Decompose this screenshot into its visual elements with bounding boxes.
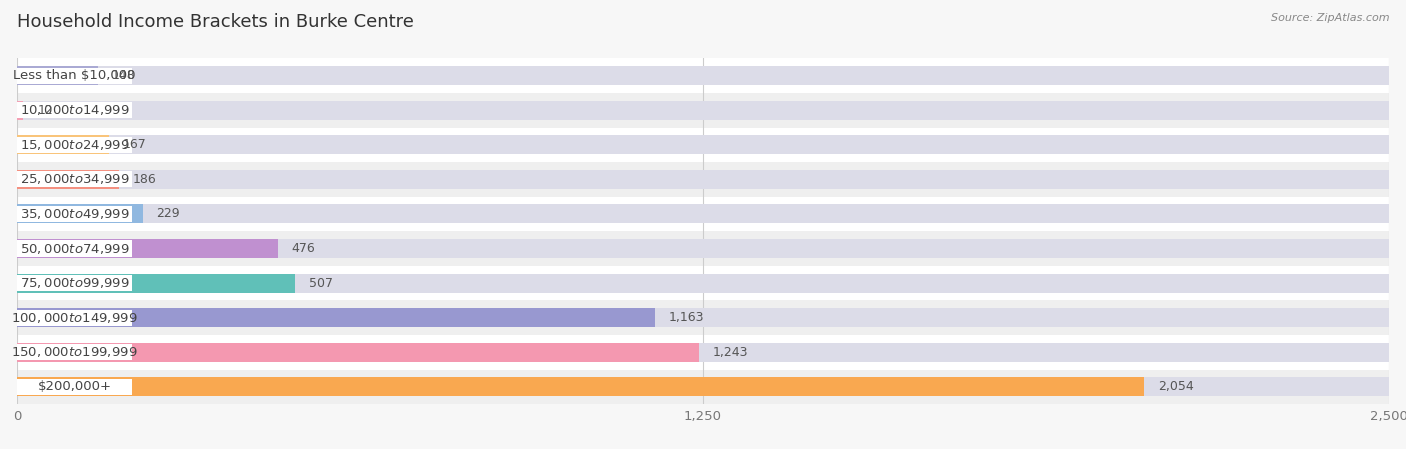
Text: 1,163: 1,163 xyxy=(669,311,704,324)
Text: 186: 186 xyxy=(132,173,156,186)
Bar xyxy=(17,204,1389,224)
Bar xyxy=(17,273,1389,293)
Bar xyxy=(17,137,132,153)
Bar xyxy=(17,102,132,118)
Text: 1,243: 1,243 xyxy=(713,346,748,359)
Text: $25,000 to $34,999: $25,000 to $34,999 xyxy=(20,172,129,186)
Text: $10,000 to $14,999: $10,000 to $14,999 xyxy=(20,103,129,117)
Text: 148: 148 xyxy=(112,69,135,82)
Bar xyxy=(17,68,132,84)
Text: 2,054: 2,054 xyxy=(1159,380,1194,393)
Bar xyxy=(17,343,699,362)
Bar xyxy=(17,344,132,360)
Bar xyxy=(17,308,655,327)
Bar xyxy=(17,172,132,187)
Bar xyxy=(17,310,132,326)
Text: 167: 167 xyxy=(122,138,146,151)
Bar xyxy=(17,343,1389,362)
Bar xyxy=(17,377,1144,396)
Bar xyxy=(17,66,1389,85)
Bar xyxy=(17,308,1389,327)
Bar xyxy=(17,128,1389,162)
Bar xyxy=(17,206,132,222)
Bar xyxy=(17,231,1389,266)
Text: Source: ZipAtlas.com: Source: ZipAtlas.com xyxy=(1271,13,1389,23)
Text: Less than $10,000: Less than $10,000 xyxy=(13,69,136,82)
Text: 12: 12 xyxy=(37,104,53,117)
Text: $15,000 to $24,999: $15,000 to $24,999 xyxy=(20,138,129,152)
Bar xyxy=(17,241,132,256)
Bar xyxy=(17,204,142,224)
Bar xyxy=(17,170,1389,189)
Bar xyxy=(17,273,295,293)
Bar xyxy=(17,135,1389,154)
Text: $150,000 to $199,999: $150,000 to $199,999 xyxy=(11,345,138,359)
Text: $50,000 to $74,999: $50,000 to $74,999 xyxy=(20,242,129,255)
Bar xyxy=(17,162,1389,197)
Text: $200,000+: $200,000+ xyxy=(38,380,111,393)
Bar xyxy=(17,135,108,154)
Text: 476: 476 xyxy=(292,242,315,255)
Bar xyxy=(17,93,1389,128)
Bar xyxy=(17,239,1389,258)
Bar xyxy=(17,66,98,85)
Bar xyxy=(17,300,1389,335)
Bar xyxy=(17,170,120,189)
Bar xyxy=(17,379,132,395)
Bar xyxy=(17,101,1389,120)
Bar xyxy=(17,266,1389,300)
Bar xyxy=(17,239,278,258)
Bar xyxy=(17,197,1389,231)
Text: Household Income Brackets in Burke Centre: Household Income Brackets in Burke Centr… xyxy=(17,13,413,31)
Text: $100,000 to $149,999: $100,000 to $149,999 xyxy=(11,311,138,325)
Bar xyxy=(17,370,1389,404)
Bar xyxy=(17,377,1389,396)
Bar xyxy=(17,58,1389,93)
Text: $35,000 to $49,999: $35,000 to $49,999 xyxy=(20,207,129,221)
Bar xyxy=(17,275,132,291)
Bar xyxy=(17,101,24,120)
Text: $75,000 to $99,999: $75,000 to $99,999 xyxy=(20,276,129,290)
Text: 229: 229 xyxy=(156,207,180,220)
Bar xyxy=(17,335,1389,370)
Text: 507: 507 xyxy=(309,277,333,290)
